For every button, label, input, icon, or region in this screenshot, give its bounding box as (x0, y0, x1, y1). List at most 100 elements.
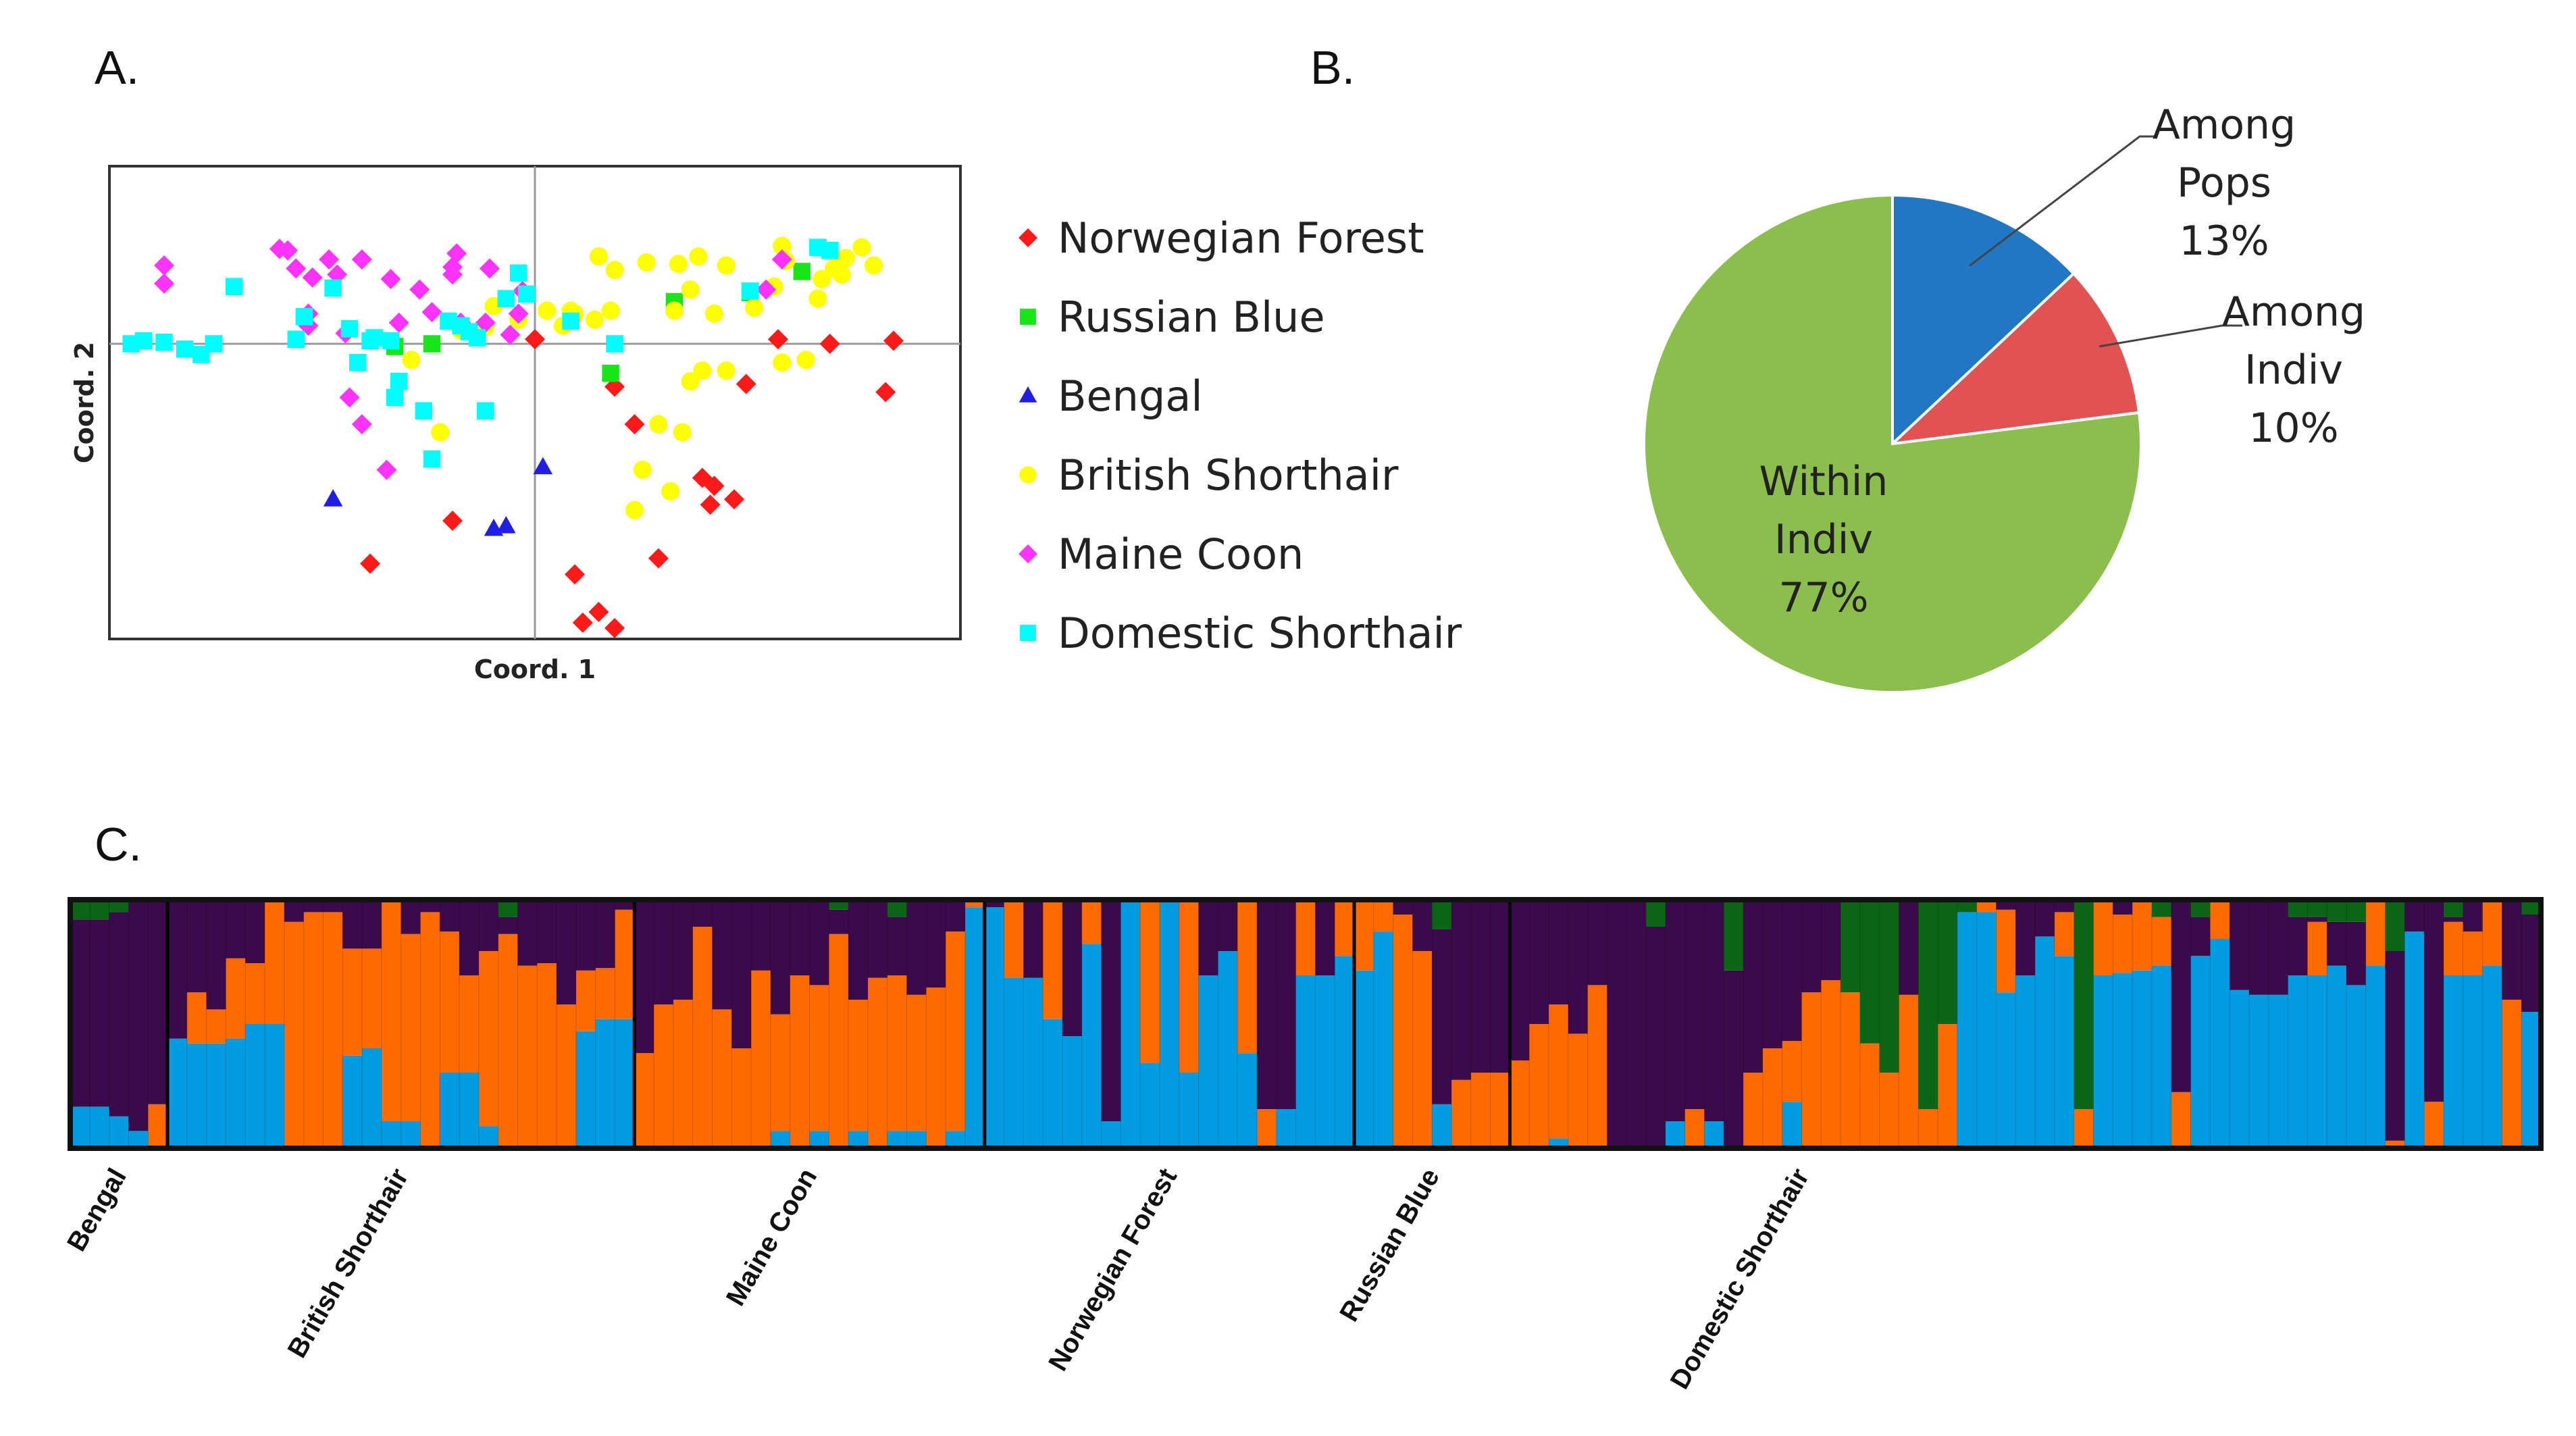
population-label-bengal: Bengal (61, 1164, 132, 1256)
scatter-point-russian-blue (423, 335, 441, 353)
structure-bar-segment-purple (1470, 902, 1491, 1073)
structure-bar-segment-orange (1976, 902, 1997, 913)
structure-bar-segment-purple (401, 902, 421, 934)
structure-bar-segment-blue (401, 1121, 421, 1146)
structure-bar-segment-orange (537, 963, 557, 1146)
structure-bar-segment-blue (906, 1131, 927, 1146)
scatter-point-domestic-shorthair (287, 330, 305, 349)
scatter-point-domestic-shorthair (176, 340, 194, 358)
structure-bar-segment-blue (2365, 965, 2386, 1146)
structure-bar-segment-purple (790, 902, 810, 975)
scatter-point-domestic-shorthair (382, 332, 400, 350)
structure-bar-segment-purple (2230, 902, 2250, 990)
legend-marker-norwegian-forest (1019, 228, 1037, 247)
structure-bar-segment-purple (2307, 917, 2327, 922)
structure-bar-segment-orange (1412, 951, 1433, 1146)
structure-bar-segment-orange (1840, 992, 1861, 1146)
structure-bar-segment-blue (1704, 1121, 1724, 1146)
legend-label: Maine Coon (1058, 530, 1304, 579)
structure-bar-segment-purple (2054, 902, 2075, 913)
population-label-domestic-shorthair: Domestic Shorthair (1665, 1164, 1815, 1395)
structure-bar-segment-blue (245, 1024, 265, 1146)
scatter-point-british-shorthair (625, 501, 644, 519)
structure-bar-segment-orange (634, 1053, 654, 1146)
scatter-point-british-shorthair (538, 301, 557, 320)
scatter-point-bengal (484, 518, 504, 536)
scatter-point-maine-coon (302, 267, 323, 288)
structure-bar-segment-green (1646, 902, 1666, 927)
structure-bar-segment-purple (809, 902, 829, 985)
structure-bar-segment-blue (984, 907, 1005, 1146)
structure-bar-segment-purple (2171, 902, 2192, 1092)
structure-bar-segment-blue (2035, 936, 2055, 1146)
structure-bar-segment-purple (342, 902, 363, 949)
structure-bar-segment-blue (1140, 1062, 1160, 1146)
structure-bar-segment-blue (2093, 975, 2113, 1146)
scatter-point-british-shorthair (836, 249, 855, 267)
structure-bar-segment-orange (1004, 902, 1024, 978)
structure-bar-segment-orange (265, 902, 285, 1024)
structure-bar-segment-purple (478, 902, 499, 951)
legend-label: Norwegian Forest (1058, 213, 1424, 263)
structure-bar-segment-purple (2035, 902, 2055, 937)
structure-bar-segment-blue (1218, 951, 1238, 1146)
scatter-point-norwegian-forest (572, 612, 593, 633)
structure-bar-segment-purple (1801, 902, 1822, 993)
structure-bar-segment-orange (692, 927, 713, 1146)
structure-bar-segment-green (2307, 902, 2327, 917)
legend-marker-bengal (1019, 386, 1037, 403)
structure-bar-segment-blue (478, 1126, 499, 1146)
scatter-point-norwegian-forest (767, 329, 788, 350)
scatter-point-british-shorthair (705, 304, 723, 323)
scatter-point-british-shorthair (633, 461, 652, 480)
scatter-point-british-shorthair (865, 256, 883, 275)
structure-bar-segment-purple (712, 902, 732, 1010)
structure-bars (70, 902, 2542, 1146)
scatter-point-norwegian-forest (588, 602, 609, 622)
structure-bar-segment-orange (459, 975, 480, 1073)
structure-bar-plot: Bengal British Shorthair Maine Coon Norwegi… (61, 897, 2544, 1395)
structure-bar-segment-purple (751, 902, 771, 971)
structure-bar-segment-orange (848, 1000, 869, 1131)
structure-bar-segment-orange (362, 948, 382, 1048)
structure-bar-segment-orange (751, 970, 771, 1146)
structure-bar-segment-blue (1996, 992, 2016, 1146)
structure-bar-segment-purple (2113, 902, 2133, 915)
structure-bar-segment-orange (809, 985, 829, 1131)
structure-bar-segment-orange (284, 921, 305, 1146)
structure-bar-segment-blue (1101, 1121, 1121, 1146)
structure-bar-segment-purple (1490, 902, 1511, 1073)
structure-bar-segment-purple (595, 902, 616, 969)
legend-item-british-shorthair: British Shorthair (1019, 451, 1399, 500)
structure-bar-segment-orange (731, 1048, 752, 1146)
structure-bar-segment-orange (1782, 1041, 1803, 1102)
scatter-point-british-shorthair (852, 238, 871, 257)
scatter-point-domestic-shorthair (340, 319, 359, 338)
structure-bar-segment-blue (2404, 931, 2425, 1146)
structure-bar-segment-purple (245, 902, 265, 963)
scatter-point-maine-coon (380, 269, 401, 290)
scatter-point-british-shorthair (586, 310, 604, 329)
structure-bar-segment-green (887, 902, 908, 917)
scatter-point-maine-coon (421, 302, 442, 323)
structure-bar-segment-orange (867, 977, 888, 1146)
structure-bar-segment-orange (1237, 902, 1258, 1054)
legend-item-bengal: Bengal (1019, 371, 1203, 421)
scatter-point-maine-coon (409, 279, 430, 300)
structure-bar-segment-blue (809, 1131, 829, 1146)
pie-label-line: 77% (1778, 574, 1868, 621)
structure-bar-segment-orange (1684, 1109, 1705, 1146)
structure-bar-segment-blue (1179, 1073, 1200, 1146)
structure-bar-segment-blue (1354, 970, 1374, 1146)
structure-bar-segment-blue (2248, 994, 2269, 1146)
panel-label-c: C. (95, 818, 142, 871)
structure-bar-segment-purple (770, 902, 791, 1015)
structure-bar-segment-green (1957, 902, 1978, 913)
structure-bar-segment-purple (2015, 902, 2036, 975)
structure-bar-segment-orange (440, 931, 460, 1073)
scatter-point-british-shorthair (693, 361, 712, 380)
structure-bar-segment-purple (128, 902, 149, 1131)
structure-bar-segment-purple (887, 917, 908, 975)
structure-bar-segment-purple (2288, 917, 2308, 975)
structure-bar-segment-green (1859, 902, 1880, 1044)
